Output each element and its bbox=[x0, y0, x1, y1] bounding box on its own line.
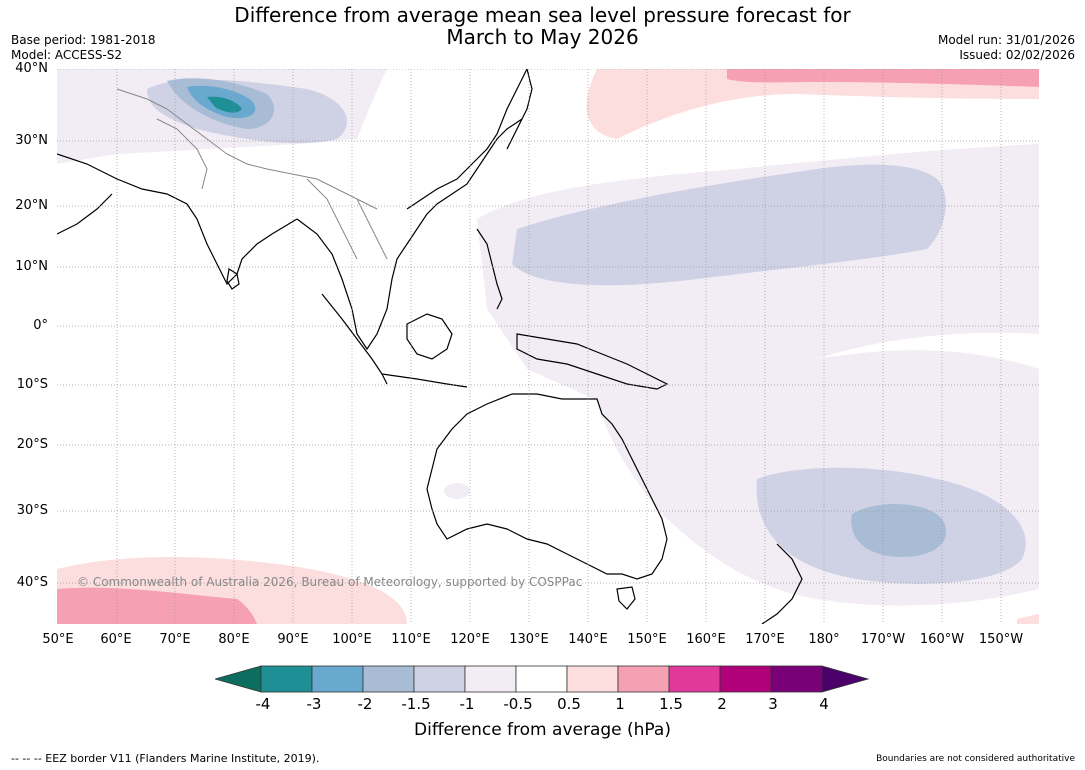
colorbar-swatch bbox=[515, 665, 568, 693]
lat-label: 20°N bbox=[15, 198, 48, 213]
coast-se-asia bbox=[296, 118, 523, 351]
colorbar-swatch bbox=[719, 665, 772, 693]
country-borders bbox=[116, 88, 388, 260]
coast-sumatra bbox=[321, 293, 388, 385]
model-name: Model: ACCESS-S2 bbox=[11, 48, 123, 62]
title-line-1: Difference from average mean sea level p… bbox=[234, 3, 851, 27]
anomaly-region-small-blob bbox=[444, 483, 470, 499]
coast-borneo bbox=[406, 313, 453, 360]
anomaly-region-se-pink bbox=[1017, 614, 1039, 624]
lon-label: 170°W bbox=[860, 632, 906, 647]
anomaly-fields bbox=[57, 69, 1039, 624]
colorbar-extend-high bbox=[821, 665, 870, 693]
colorbar-swatch bbox=[668, 665, 721, 693]
colorbar-swatch bbox=[617, 665, 670, 693]
lat-label: 20°S bbox=[16, 437, 48, 452]
meta-left: Base period: 1981-2018 Model: ACCESS-S2 bbox=[11, 33, 156, 63]
lon-label: 100°E bbox=[332, 632, 372, 647]
anomaly-region-tibet-teal bbox=[207, 96, 242, 113]
colorbar-swatch bbox=[413, 665, 466, 693]
colorbar-tick: -0.5 bbox=[503, 695, 533, 713]
coast-new-guinea bbox=[516, 333, 669, 390]
anomaly-region-np-lightpink bbox=[586, 69, 1039, 139]
colorbar-swatch bbox=[311, 665, 364, 693]
coast-tasmania bbox=[616, 586, 636, 610]
pressure-map bbox=[57, 69, 1039, 624]
lon-label: 50°E bbox=[42, 632, 74, 647]
colorbar-swatch bbox=[362, 665, 415, 693]
lon-label: 170°E bbox=[745, 632, 785, 647]
lon-label: 160°W bbox=[919, 632, 965, 647]
coast-new-zealand bbox=[761, 543, 803, 624]
coast-japan bbox=[506, 69, 533, 150]
colorbar-tick: -2 bbox=[357, 695, 373, 713]
base-period: Base period: 1981-2018 bbox=[11, 33, 156, 47]
lat-label: 0° bbox=[33, 318, 48, 333]
lat-label: 40°S bbox=[16, 575, 48, 590]
colorbar-swatch bbox=[566, 665, 619, 693]
colorbar-title: Difference from average (hPa) bbox=[414, 720, 671, 740]
colorbar-tick: 3 bbox=[768, 695, 778, 713]
lat-label: 30°S bbox=[16, 503, 48, 518]
colorbar-tick: 2 bbox=[717, 695, 727, 713]
colorbar-swatch bbox=[770, 665, 823, 693]
colorbar bbox=[215, 665, 870, 693]
lon-label: 130°E bbox=[509, 632, 549, 647]
lon-label: 140°E bbox=[568, 632, 608, 647]
coast-arabia bbox=[57, 193, 113, 235]
anomaly-region-sw-pink bbox=[57, 587, 257, 624]
title-line-2: March to May 2026 bbox=[446, 25, 639, 49]
lon-label: 180° bbox=[808, 632, 840, 647]
colorbar-tick: 1 bbox=[615, 695, 625, 713]
issued-date: Issued: 02/02/2026 bbox=[959, 48, 1075, 62]
lon-label: 90°E bbox=[277, 632, 309, 647]
lat-label: 40°N bbox=[15, 61, 48, 76]
lon-label: 60°E bbox=[100, 632, 132, 647]
lat-label: 30°N bbox=[15, 133, 48, 148]
colorbar-extend-low bbox=[215, 665, 262, 693]
boundaries-disclaimer: Boundaries are not considered authoritat… bbox=[876, 754, 1075, 764]
lon-label: 150°E bbox=[627, 632, 667, 647]
coast-java bbox=[381, 373, 468, 388]
lon-label: 70°E bbox=[159, 632, 191, 647]
eez-border-note: -- -- -- EEZ border V11 (Flanders Marine… bbox=[11, 752, 320, 765]
copyright-note: © Commonwealth of Australia 2026, Bureau… bbox=[77, 575, 583, 589]
coast-philippines bbox=[476, 228, 503, 310]
lon-label: 150°W bbox=[978, 632, 1024, 647]
colorbar-tick: 0.5 bbox=[557, 695, 581, 713]
colorbar-swatches bbox=[215, 665, 870, 693]
lon-label: 110°E bbox=[391, 632, 431, 647]
colorbar-tick: 1.5 bbox=[659, 695, 683, 713]
graticule bbox=[57, 69, 1039, 624]
meta-right: Model run: 31/01/2026 Issued: 02/02/2026 bbox=[938, 33, 1075, 63]
lon-label: 80°E bbox=[218, 632, 250, 647]
colorbar-tick: -1 bbox=[459, 695, 475, 713]
coast-china-east bbox=[406, 69, 528, 210]
coast-india bbox=[57, 153, 298, 286]
map-title: Difference from average mean sea level p… bbox=[0, 4, 1085, 48]
colorbar-tick: -3 bbox=[306, 695, 322, 713]
colorbar-swatch bbox=[464, 665, 517, 693]
coast-sri-lanka bbox=[226, 268, 240, 290]
anomaly-region-south-dark bbox=[851, 503, 947, 557]
colorbar-swatch bbox=[260, 665, 313, 693]
lat-label: 10°S bbox=[16, 377, 48, 392]
colorbar-tick: -1.5 bbox=[401, 695, 431, 713]
lon-label: 160°E bbox=[686, 632, 726, 647]
lat-label: 10°N bbox=[15, 259, 48, 274]
anomaly-region-pacific-mid bbox=[512, 164, 946, 286]
colorbar-tick: -4 bbox=[255, 695, 271, 713]
colorbar-tick: 4 bbox=[819, 695, 829, 713]
model-run: Model run: 31/01/2026 bbox=[937, 33, 1075, 47]
lon-label: 120°E bbox=[450, 632, 490, 647]
